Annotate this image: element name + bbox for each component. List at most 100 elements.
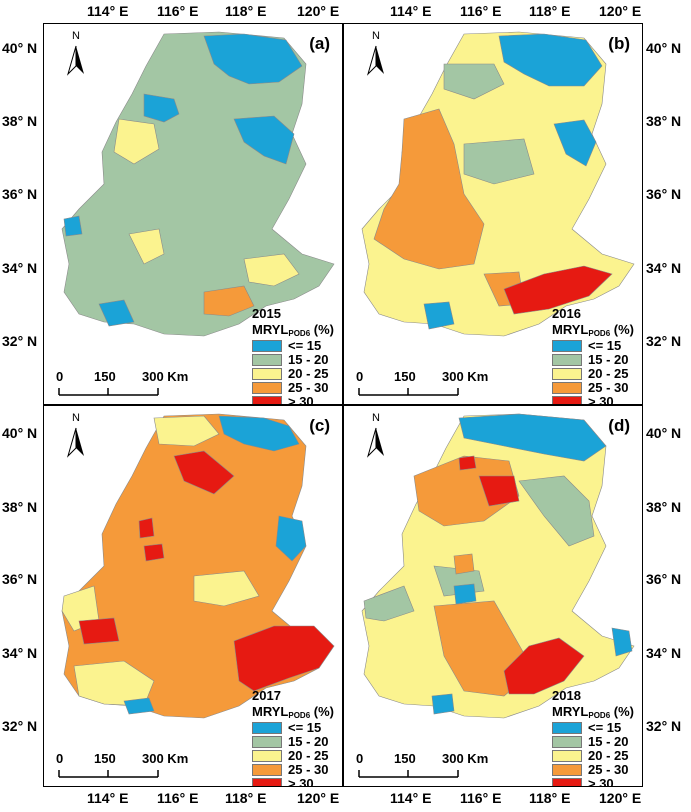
region-base — [61, 31, 335, 337]
map-panel-a: (a) N 2015 MRYLPOD6 (%) <= 15 15 - 20 20… — [43, 23, 343, 405]
panel-label: (d) — [608, 416, 630, 435]
region-northeast — [218, 415, 300, 452]
region-east — [233, 115, 295, 165]
left-lat-label: 38° N — [2, 113, 38, 129]
region-yellow-3 — [243, 253, 300, 287]
scale-bar: 0 150 300 Km — [56, 751, 189, 778]
map-panel-c: (c) N 2017 MRYLPOD6 (%) <= 15 15 - 20 20… — [43, 405, 343, 787]
left-lat-label: 40° N — [2, 425, 38, 441]
bottom-lon-label: 118° E — [529, 790, 571, 806]
region-center-north — [143, 93, 180, 123]
left-lat-label: 36° N — [2, 571, 38, 587]
region-green-mid — [463, 138, 535, 185]
region-red-north — [173, 450, 235, 495]
region-blue-east — [611, 627, 633, 657]
region-red-north — [458, 455, 477, 471]
region-east — [275, 515, 307, 562]
region-blue-south — [423, 301, 455, 330]
north-arrow-icon — [366, 32, 386, 83]
region-orange-west — [373, 108, 485, 270]
scale-bar: 0 150 300 Km — [56, 369, 189, 396]
region-red-mid-2 — [143, 543, 165, 562]
year-label: 2018 — [552, 688, 581, 703]
left-lat-label: 40° N — [2, 40, 38, 56]
region-blue-south — [123, 697, 155, 715]
county-map-2018 — [361, 413, 635, 719]
bottom-lon-label: 118° E — [225, 790, 267, 806]
top-lon-label: 114° E — [87, 3, 129, 19]
map-panel-d: (d) N 2018 MRYLPOD6 (%) <= 15 15 - 20 20… — [343, 405, 643, 787]
top-lon-label: 116° E — [460, 3, 502, 19]
region-blue-west — [63, 215, 83, 237]
year-label: 2015 — [252, 306, 281, 321]
region-blue-south — [431, 693, 455, 715]
bottom-lon-label: 116° E — [157, 790, 199, 806]
region-red-west — [78, 617, 120, 645]
left-lat-label: 34° N — [2, 260, 38, 276]
region-northeast — [458, 413, 607, 462]
region-red-southeast — [233, 625, 335, 692]
panel-label: (b) — [608, 34, 630, 53]
region-east — [553, 119, 597, 167]
left-lat-label: 38° N — [2, 499, 38, 515]
top-lon-label: 116° E — [157, 3, 199, 19]
top-lon-label: 118° E — [529, 3, 571, 19]
right-lat-label: 38° N — [646, 113, 682, 129]
county-map-2016 — [361, 31, 635, 337]
region-green-east — [518, 475, 595, 547]
region-red-southeast — [503, 637, 585, 695]
north-arrow-icon — [66, 32, 86, 83]
legend-title: MRYLPOD6 (%) — [552, 704, 634, 720]
top-lon-label: 120° E — [599, 3, 642, 19]
north-label: N — [72, 30, 80, 42]
north-label: N — [372, 412, 380, 424]
region-orange-south — [203, 285, 255, 317]
left-lat-label: 36° N — [2, 186, 38, 202]
right-lat-label: 32° N — [646, 718, 682, 734]
region-red-north-2 — [478, 475, 520, 507]
legend-title: MRYLPOD6 (%) — [252, 704, 334, 720]
region-green-north — [443, 63, 505, 100]
region-blue-south — [98, 299, 135, 327]
top-lon-label: 120° E — [297, 3, 340, 19]
region-orange-sm — [453, 553, 475, 575]
right-lat-label: 36° N — [646, 571, 682, 587]
right-lat-label: 34° N — [646, 645, 682, 661]
county-map-2017 — [61, 413, 335, 719]
right-lat-label: 34° N — [646, 260, 682, 276]
region-red-mid-1 — [138, 517, 155, 539]
north-label: N — [72, 412, 80, 424]
north-label: N — [372, 30, 380, 42]
bottom-lon-label: 114° E — [390, 790, 432, 806]
top-lon-label: 118° E — [225, 3, 267, 19]
panel-label: (c) — [309, 416, 330, 435]
scale-bar: 0 150 300 Km — [356, 369, 489, 396]
right-lat-label: 36° N — [646, 186, 682, 202]
bottom-lon-label: 120° E — [297, 790, 340, 806]
region-northeast — [203, 33, 303, 85]
year-label: 2016 — [552, 306, 581, 321]
region-green-west — [363, 585, 415, 622]
north-arrow-icon — [66, 414, 86, 465]
region-yellow-2 — [128, 228, 165, 265]
region-northeast — [498, 33, 603, 87]
map-panel-b: (b) N 2016 MRYLPOD6 (%) <= 15 15 - 20 20… — [343, 23, 643, 405]
region-yellow-1 — [113, 118, 160, 165]
bottom-lon-label: 114° E — [87, 790, 129, 806]
county-map-2015 — [61, 31, 335, 337]
legend-title: MRYLPOD6 (%) — [252, 322, 334, 338]
region-yellow-north — [153, 415, 220, 447]
bottom-lon-label: 116° E — [460, 790, 502, 806]
panel-label: (a) — [309, 34, 330, 53]
right-lat-label: 40° N — [646, 425, 682, 441]
right-lat-label: 32° N — [646, 333, 682, 349]
left-lat-label: 32° N — [2, 718, 38, 734]
right-lat-label: 40° N — [646, 40, 682, 56]
bottom-lon-label: 120° E — [599, 790, 642, 806]
region-blue-mid — [453, 583, 477, 605]
region-yellow-mid — [193, 570, 260, 607]
legend-title: MRYLPOD6 (%) — [552, 322, 634, 338]
left-lat-label: 34° N — [2, 645, 38, 661]
left-lat-label: 32° N — [2, 333, 38, 349]
right-lat-label: 38° N — [646, 499, 682, 515]
